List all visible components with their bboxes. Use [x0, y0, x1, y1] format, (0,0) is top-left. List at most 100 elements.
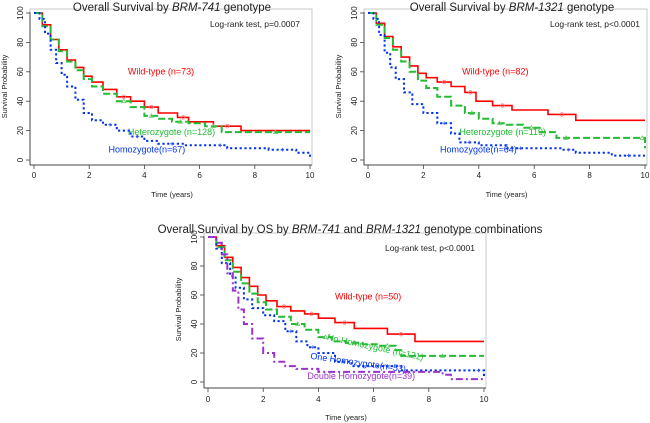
plot-frame — [363, 8, 648, 166]
series-label: Wild-type (n=73) — [128, 67, 194, 77]
title-part: and — [340, 224, 366, 236]
y-tick-label: 40 — [190, 319, 199, 328]
y-axis-label: Survival Probability — [0, 54, 9, 118]
survival-curve-1 — [208, 236, 484, 343]
x-tick-label: 6 — [371, 395, 376, 404]
censor-mark — [272, 129, 279, 134]
title-part: genotype — [564, 2, 615, 14]
title-part: BRM-741 — [172, 2, 221, 14]
censor-mark — [342, 320, 347, 325]
title-part: BRM-1321 — [509, 2, 564, 14]
title-part: Overall Survival by — [73, 2, 172, 14]
series-label: Heterozygote (n=128) — [128, 127, 215, 137]
x-tick-label: 2 — [421, 171, 426, 180]
censor-mark — [442, 121, 446, 126]
title-part: BRM-1321 — [366, 224, 421, 236]
series-label: Wild-type (n=50) — [335, 291, 401, 301]
x-tick-label: 0 — [366, 171, 371, 180]
censor-mark — [439, 353, 446, 358]
censor-mark — [385, 364, 390, 368]
y-tick-label: 0 — [350, 157, 359, 162]
x-tick-label: 2 — [87, 171, 92, 180]
x-tick-label: 8 — [587, 171, 592, 180]
y-axis-label: Survival Probability — [174, 277, 183, 341]
y-tick-label: 20 — [350, 126, 359, 135]
title-part: genotype — [221, 2, 272, 14]
y-tick-label: 0 — [16, 157, 25, 162]
censor-mark — [210, 123, 217, 129]
x-tick-label: 8 — [253, 171, 258, 180]
km-chart-2: Overall Survival by BRM-1321 genotype020… — [334, 2, 650, 199]
censor-mark — [280, 147, 285, 152]
y-tick-label: 100 — [350, 6, 359, 20]
y-tick-label: 40 — [16, 96, 25, 105]
x-tick-label: 4 — [316, 395, 321, 404]
x-tick-label: 10 — [480, 395, 489, 404]
y-tick-label: 40 — [350, 96, 359, 105]
y-tick-label: 0 — [190, 379, 199, 384]
x-tick-label: 4 — [477, 171, 482, 180]
chart-title: Overall Survival by BRM-1321 genotype — [410, 2, 615, 14]
censor-mark — [289, 329, 293, 334]
series-label: Homozygote(n=64) — [440, 145, 517, 155]
x-axis-label: Time (years) — [151, 190, 193, 199]
censor-mark — [295, 321, 301, 326]
censor-mark — [311, 345, 315, 349]
censor-mark — [177, 118, 183, 124]
title-part: Overall Survival by OS by — [158, 224, 292, 236]
x-tick-label: 6 — [532, 171, 537, 180]
censor-mark — [218, 143, 223, 148]
x-tick-label: 0 — [206, 395, 211, 404]
censor-mark — [341, 359, 346, 364]
censor-mark — [496, 120, 503, 126]
censor-mark — [639, 135, 645, 140]
censor-mark — [399, 331, 404, 337]
x-tick-label: 8 — [427, 395, 432, 404]
km-chart-1: Overall Survival by BRM-741 genotype0204… — [0, 2, 315, 199]
y-tick-label: 20 — [16, 126, 25, 135]
y-tick-label: 80 — [350, 37, 359, 46]
log-rank-annotation: Log-rank test, p<0.0001 — [550, 19, 640, 29]
series-label: Heterozygote (n=119) — [459, 127, 546, 137]
survival-curve-2 — [208, 236, 484, 357]
y-tick-label: 60 — [350, 67, 359, 76]
censor-mark — [518, 146, 523, 151]
y-tick-label: 100 — [190, 230, 199, 244]
censor-mark — [468, 90, 473, 95]
title-part: Overall Survival by — [410, 2, 509, 14]
censor-mark — [170, 142, 174, 146]
censor-mark — [149, 104, 154, 110]
series-label: Homozygote(n=67) — [109, 145, 186, 155]
survival-curve-2 — [368, 12, 646, 149]
title-part: BRM-741 — [292, 224, 341, 236]
survival-curve-3 — [34, 12, 311, 159]
censor-mark — [121, 98, 127, 104]
censor-mark — [322, 334, 328, 339]
censor-mark — [384, 342, 391, 348]
x-axis-label: Time (years) — [486, 190, 528, 199]
x-tick-label: 0 — [32, 171, 37, 180]
x-tick-label: 6 — [197, 171, 202, 180]
km-chart-3: Overall Survival by OS by BRM-741 and BR… — [158, 224, 543, 422]
survival-curve-3 — [208, 236, 485, 378]
y-tick-label: 60 — [190, 290, 199, 299]
censor-mark — [135, 134, 140, 139]
censor-mark — [626, 153, 631, 158]
censor-mark — [441, 79, 447, 85]
y-tick-label: 100 — [16, 6, 25, 20]
log-rank-annotation: Log-rank test, p<0.0001 — [385, 243, 475, 253]
censor-mark — [224, 123, 230, 129]
log-rank-annotation: Log-rank test, p=0.0007 — [210, 19, 300, 29]
x-axis-label: Time (years) — [325, 413, 367, 422]
survival-curve-4 — [208, 236, 484, 381]
censor-mark — [108, 122, 112, 127]
x-tick-label: 10 — [306, 171, 315, 180]
y-tick-label: 60 — [16, 67, 25, 76]
survival-curve-2 — [34, 12, 310, 134]
series-label: Double Homozygote(n=39) — [307, 371, 415, 381]
x-tick-label: 4 — [142, 171, 147, 180]
y-axis-label: Survival Probability — [334, 54, 343, 118]
y-tick-label: 80 — [190, 261, 199, 270]
title-part: genotype combinations — [421, 224, 543, 236]
censor-mark — [559, 112, 565, 117]
